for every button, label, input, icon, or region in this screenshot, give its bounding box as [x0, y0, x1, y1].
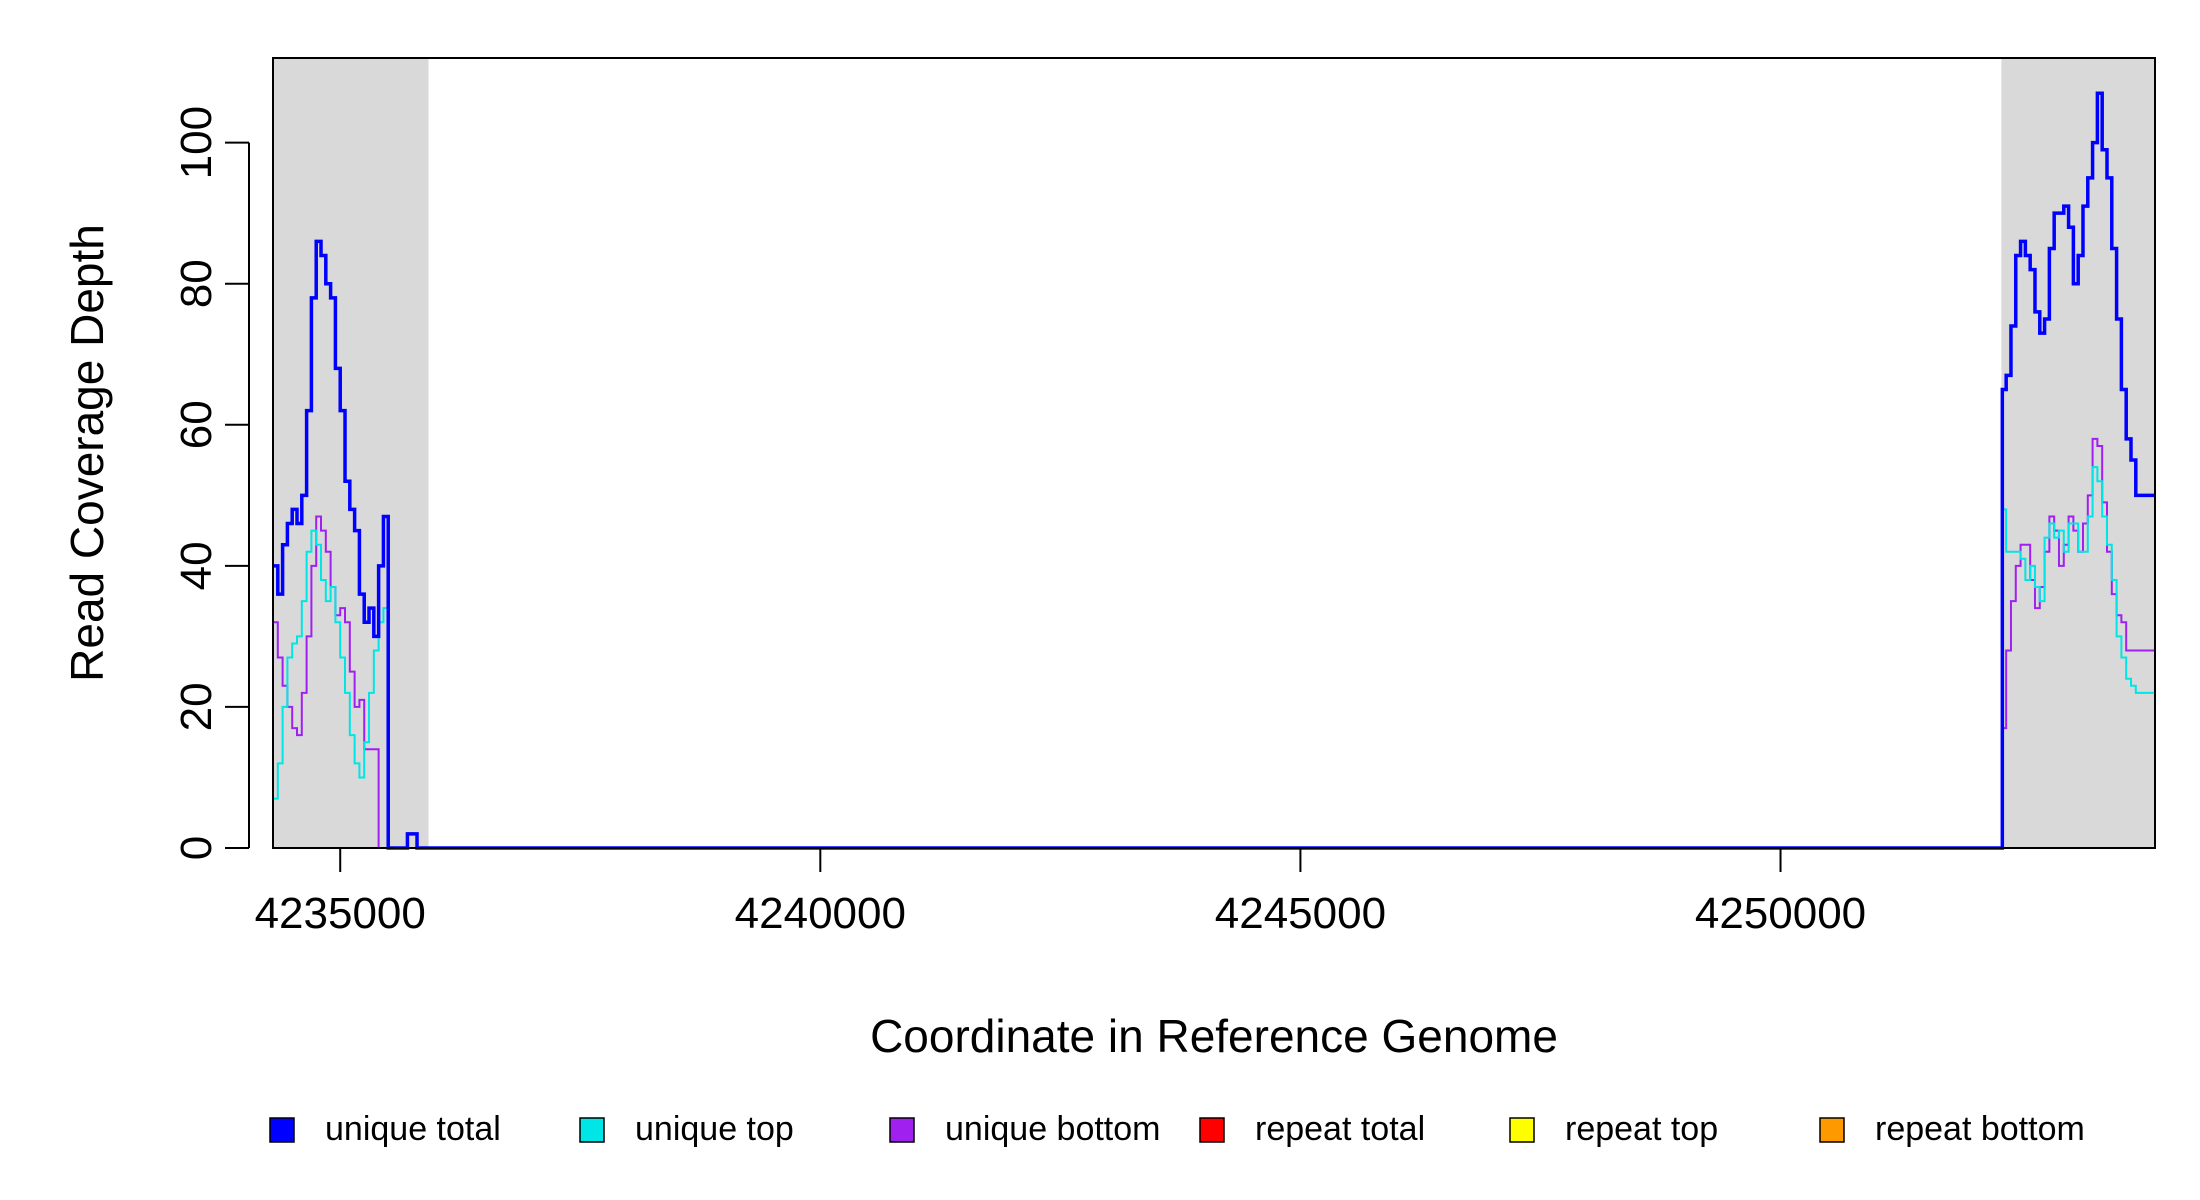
- y-tick-label: 60: [172, 400, 221, 449]
- y-tick-label: 80: [172, 259, 221, 308]
- shaded-regions: [273, 58, 2155, 848]
- x-axis: 4235000 4240000 4245000 4250000: [255, 848, 1866, 938]
- x-tick-label: 4240000: [735, 889, 906, 938]
- legend-swatch: [1819, 1117, 1845, 1143]
- series-lines: [273, 91, 2155, 850]
- legend-label: repeat top: [1565, 1110, 1718, 1148]
- y-tick-label: 40: [172, 541, 221, 590]
- legend-label: unique top: [635, 1110, 794, 1148]
- x-tick-label: 4235000: [255, 889, 426, 938]
- y-tick-label: 0: [172, 836, 221, 860]
- legend-swatch: [1199, 1117, 1225, 1143]
- series-unique-bottom: [273, 437, 2155, 849]
- x-tick-label: 4250000: [1695, 889, 1866, 938]
- legend-swatch: [579, 1117, 605, 1143]
- series-unique-total: [273, 91, 2155, 850]
- legend: unique total unique top unique bottom repea…: [269, 1110, 2085, 1148]
- legend-swatch: [1509, 1117, 1535, 1143]
- series-unique-top: [273, 466, 2155, 849]
- legend-label: repeat bottom: [1875, 1110, 2085, 1148]
- legend-swatch: [269, 1117, 295, 1143]
- y-axis: 0 20 40 60 80 100: [172, 106, 250, 860]
- y-tick-label: 100: [172, 106, 221, 179]
- legend-label: repeat total: [1255, 1110, 1425, 1148]
- y-axis-title: Read Coverage Depth: [61, 224, 113, 682]
- y-tick-label: 20: [172, 682, 221, 731]
- x-axis-title: Coordinate in Reference Genome: [870, 1010, 1558, 1062]
- legend-label: unique bottom: [945, 1110, 1161, 1148]
- legend-swatch: [889, 1117, 915, 1143]
- x-tick-label: 4245000: [1215, 889, 1386, 938]
- legend-label: unique total: [325, 1110, 501, 1148]
- plot-frame: [272, 57, 2156, 849]
